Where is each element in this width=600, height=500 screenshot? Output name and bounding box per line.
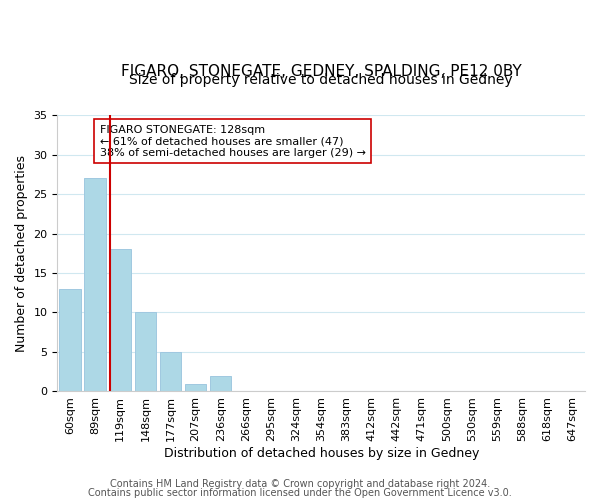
Y-axis label: Number of detached properties: Number of detached properties	[15, 155, 28, 352]
Bar	[85, 178, 106, 392]
Text: Contains HM Land Registry data © Crown copyright and database right 2024.: Contains HM Land Registry data © Crown c…	[110, 479, 490, 489]
Bar	[185, 384, 206, 392]
Bar	[134, 312, 156, 392]
Text: FIGARO, STONEGATE, GEDNEY, SPALDING, PE12 0BY: FIGARO, STONEGATE, GEDNEY, SPALDING, PE1…	[121, 64, 521, 79]
Text: Contains public sector information licensed under the Open Government Licence v3: Contains public sector information licen…	[88, 488, 512, 498]
Bar	[210, 376, 232, 392]
Text: FIGARO STONEGATE: 128sqm
← 61% of detached houses are smaller (47)
38% of semi-d: FIGARO STONEGATE: 128sqm ← 61% of detach…	[100, 124, 365, 158]
X-axis label: Distribution of detached houses by size in Gedney: Distribution of detached houses by size …	[164, 447, 479, 460]
Bar	[59, 289, 80, 392]
Bar	[160, 352, 181, 392]
Bar	[110, 250, 131, 392]
Title: Size of property relative to detached houses in Gedney: Size of property relative to detached ho…	[130, 74, 513, 88]
